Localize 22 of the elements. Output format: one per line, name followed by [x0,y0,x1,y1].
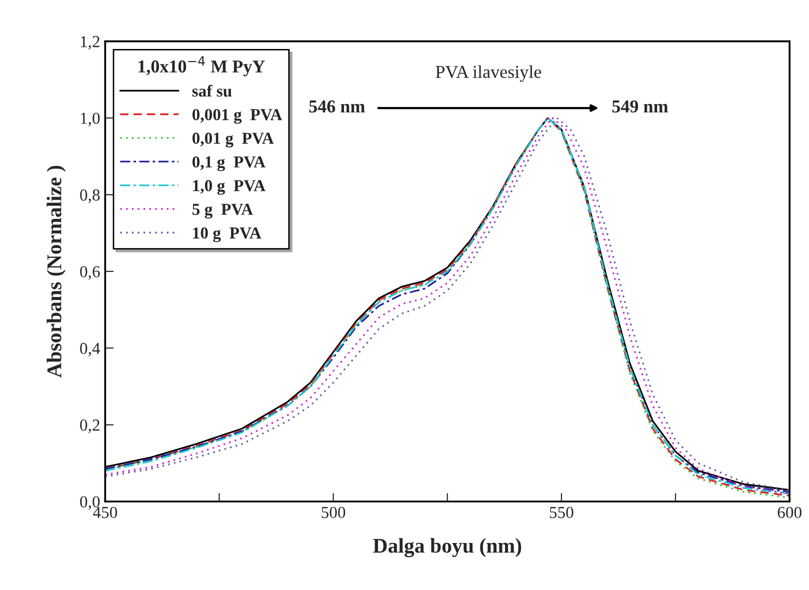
y-tick-label: 0,6 [80,266,100,280]
y-tick-label: 0,4 [80,342,100,356]
x-tick-label: 500 [322,506,346,518]
legend-label: 1,0 g PVA [193,180,266,195]
legend-label: 0,01 g PVA [192,132,274,148]
legend-title: 1,0x10$^{−4}$ M PyY [138,56,265,76]
legend-label: 0,001 g PVA [192,108,282,124]
legend-label: 0,1 g PVA [192,156,266,172]
y-tick-label: 0,2 [80,420,100,434]
legend-label: 5 g PVA [192,204,253,218]
legend-label: saf su [192,84,232,97]
x-tick-label: 600 [778,506,802,518]
legend-label: 10 g PVA [193,227,262,242]
annotation: PVA ilavesiyle [436,65,542,82]
y-tick-label: 1,0 [80,112,100,126]
x-tick-label: 550 [550,506,574,518]
x-axis-title: Dalga boyu (nm) [373,538,522,558]
annotation: 549 nm [612,100,668,113]
y-tick-label: 0,8 [80,189,100,204]
annotation: 546 nm [309,100,365,113]
y-axis-title: Absorbans (Normalize ) [46,166,66,378]
y-tick-label: 1,2 [80,36,100,50]
